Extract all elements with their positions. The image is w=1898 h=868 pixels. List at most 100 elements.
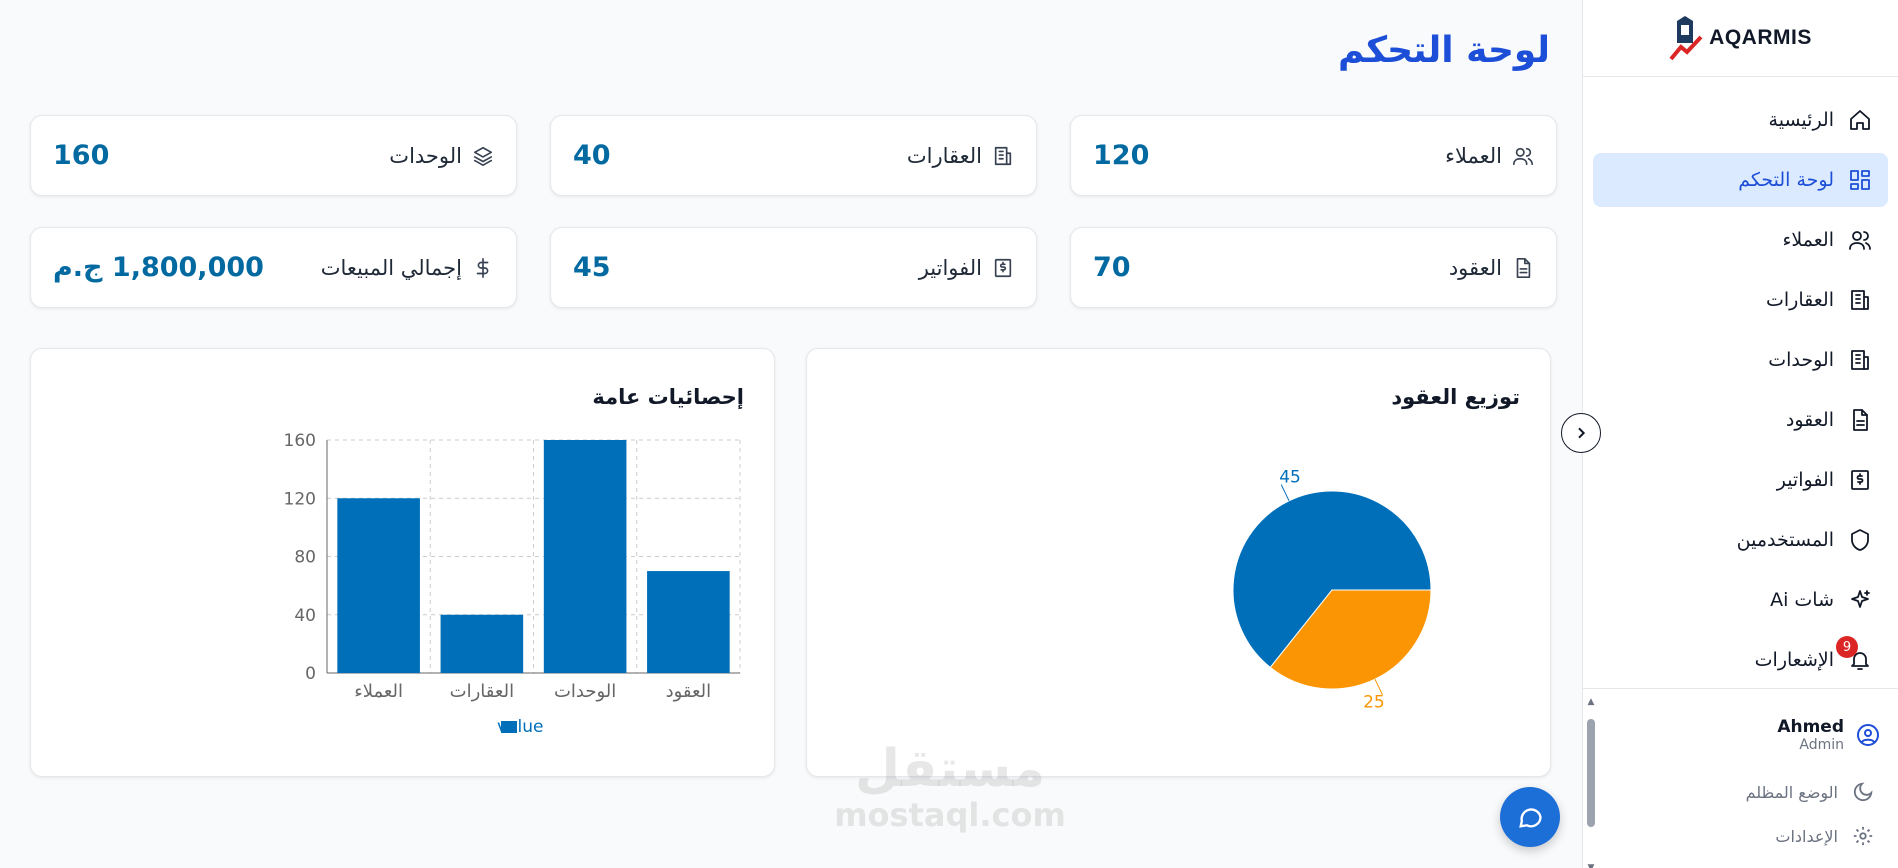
bar[interactable] [647, 571, 730, 673]
chat-bubble-icon [1519, 808, 1542, 828]
sidebar-scrollbar[interactable]: ▲ ▼ [1586, 697, 1596, 868]
nav-icon-wrap [1848, 228, 1872, 252]
y-tick-label: 80 [294, 548, 316, 568]
bar-chart: 0 40 80 120 160 العملاء العقارات الوحدات العقود v… [284, 431, 741, 737]
stat-label: إجمالي المبيعات [320, 255, 462, 280]
x-tick-label: الوحدات [554, 681, 616, 702]
pie-slice[interactable] [1269, 589, 1432, 690]
y-tick-label: 160 [284, 431, 316, 451]
sidebar-nav: الرئيسية لوحة التحكم العملاء العقارات الوحدا… [1583, 77, 1898, 687]
sidebar-item-label: الإشعارات [1754, 649, 1834, 671]
pie-chart-title: توزيع العقود [1391, 385, 1520, 409]
sidebar-item-9[interactable]: 9 الإشعارات [1593, 633, 1888, 687]
building-icon [1851, 350, 1869, 370]
sidebar-item-6[interactable]: الفواتير [1593, 453, 1888, 507]
stat-card-1[interactable]: العقارات 40 [550, 115, 1037, 196]
pie-label-line [1280, 484, 1290, 502]
stat-value: 1,800,000 ج.م [53, 252, 264, 283]
stat-label-wrap: العملاء [1445, 144, 1534, 168]
scroll-down-icon[interactable]: ▼ [1587, 863, 1595, 868]
user-name: Ahmed [1777, 717, 1844, 737]
home-icon [1850, 110, 1870, 130]
sidebar-item-label: الرئيسية [1768, 109, 1834, 131]
contracts-distribution-panel: توزيع العقود 45 25 [806, 348, 1551, 777]
stat-card-3[interactable]: العقود 70 [1070, 227, 1557, 308]
user-circle-icon [1857, 724, 1879, 746]
legend-swatch [501, 721, 517, 733]
x-tick-label: العقارات [450, 681, 514, 702]
stat-label: العملاء [1445, 143, 1502, 168]
sidebar-item-label: لوحة التحكم [1738, 169, 1834, 191]
nav-icon-wrap: 9 [1836, 636, 1872, 672]
invoice-icon [1851, 470, 1869, 490]
stat-label: الفواتير [918, 255, 982, 280]
legend-label[interactable]: value [497, 717, 543, 737]
sidebar-footer: ▲ ▼ Ahmed Admin الوضع المظلم الإعدادات [1582, 688, 1898, 868]
shield-icon [1851, 529, 1869, 551]
nav-icon-wrap [1848, 588, 1872, 612]
stat-card-5[interactable]: إجمالي المبيعات 1,800,000 ج.م [30, 227, 517, 308]
stat-value: 45 [573, 252, 611, 283]
settings-label: الإعدادات [1775, 826, 1838, 846]
layers-icon [473, 146, 493, 166]
stat-value: 70 [1093, 252, 1131, 283]
nav-icon-wrap [1848, 288, 1872, 312]
scroll-thumb[interactable] [1587, 719, 1595, 827]
scroll-up-icon[interactable]: ▲ [1587, 697, 1595, 707]
bar[interactable] [543, 440, 627, 673]
sidebar: AQARMIS الرئيسية لوحة التحكم العملاء العقار… [1582, 0, 1898, 868]
dark-mode-toggle[interactable]: الوضع المظلم [1746, 781, 1874, 803]
dark-mode-label: الوضع المظلم [1745, 782, 1838, 802]
y-tick-label: 0 [305, 664, 316, 684]
stat-label-wrap: الوحدات [389, 144, 494, 168]
y-tick-label: 120 [284, 489, 316, 509]
sidebar-item-3[interactable]: العقارات [1593, 273, 1888, 327]
app-logo[interactable]: AQARMIS [1583, 0, 1898, 77]
watermark-arabic: مستقل [854, 739, 1046, 799]
sidebar-item-label: المستخدمين [1736, 529, 1834, 551]
stat-card-0[interactable]: العملاء 120 [1070, 115, 1557, 196]
stat-card-4[interactable]: الفواتير 45 [550, 227, 1037, 308]
stat-label-wrap: العقود [1449, 256, 1534, 280]
user-profile[interactable]: Ahmed Admin [1777, 717, 1880, 753]
sidebar-item-5[interactable]: العقود [1593, 393, 1888, 447]
chat-fab-button[interactable] [1500, 787, 1560, 847]
sidebar-item-2[interactable]: العملاء [1593, 213, 1888, 267]
sidebar-item-0[interactable]: الرئيسية [1593, 93, 1888, 147]
watermark-latin: mostaql.com [834, 796, 1066, 834]
sidebar-item-8[interactable]: شات Ai [1593, 573, 1888, 627]
stat-label-wrap: إجمالي المبيعات [321, 256, 494, 280]
x-tick-label: العقود [666, 681, 712, 702]
pie-slice[interactable] [1232, 490, 1432, 669]
x-tick-label: العملاء [354, 681, 403, 702]
stat-value: 160 [53, 140, 110, 171]
stat-value: 40 [573, 140, 611, 171]
users-icon [1513, 147, 1533, 165]
bar[interactable] [440, 614, 524, 673]
sidebar-item-7[interactable]: المستخدمين [1593, 513, 1888, 567]
invoice-icon [994, 258, 1012, 277]
dollar-icon [476, 257, 489, 278]
sidebar-item-label: الوحدات [1768, 349, 1834, 371]
sidebar-item-4[interactable]: الوحدات [1593, 333, 1888, 387]
settings-link[interactable]: الإعدادات [1775, 825, 1874, 847]
nav-icon-wrap [1848, 108, 1872, 132]
chevron-right-icon [1578, 427, 1586, 439]
logo-icon [1669, 16, 1703, 61]
stat-card-2[interactable]: الوحدات 160 [30, 115, 517, 196]
gear-icon [1853, 826, 1873, 846]
sidebar-item-label: العملاء [1782, 229, 1835, 251]
nav-icon-wrap [1848, 348, 1872, 372]
bar[interactable] [337, 498, 420, 673]
nav-icon-wrap [1848, 528, 1872, 552]
sparkles-icon [1851, 590, 1870, 608]
sidebar-item-1[interactable]: لوحة التحكم [1593, 153, 1888, 207]
stat-label: العقارات [906, 143, 982, 168]
nav-icon-wrap [1848, 168, 1872, 192]
nav-icon-wrap [1848, 468, 1872, 492]
pie-label: 45 [1279, 468, 1301, 488]
stat-label-wrap: الفواتير [919, 256, 1014, 280]
notification-badge: 9 [1836, 636, 1858, 658]
building-icon [1851, 290, 1869, 310]
sidebar-collapse-button[interactable] [1561, 413, 1601, 453]
